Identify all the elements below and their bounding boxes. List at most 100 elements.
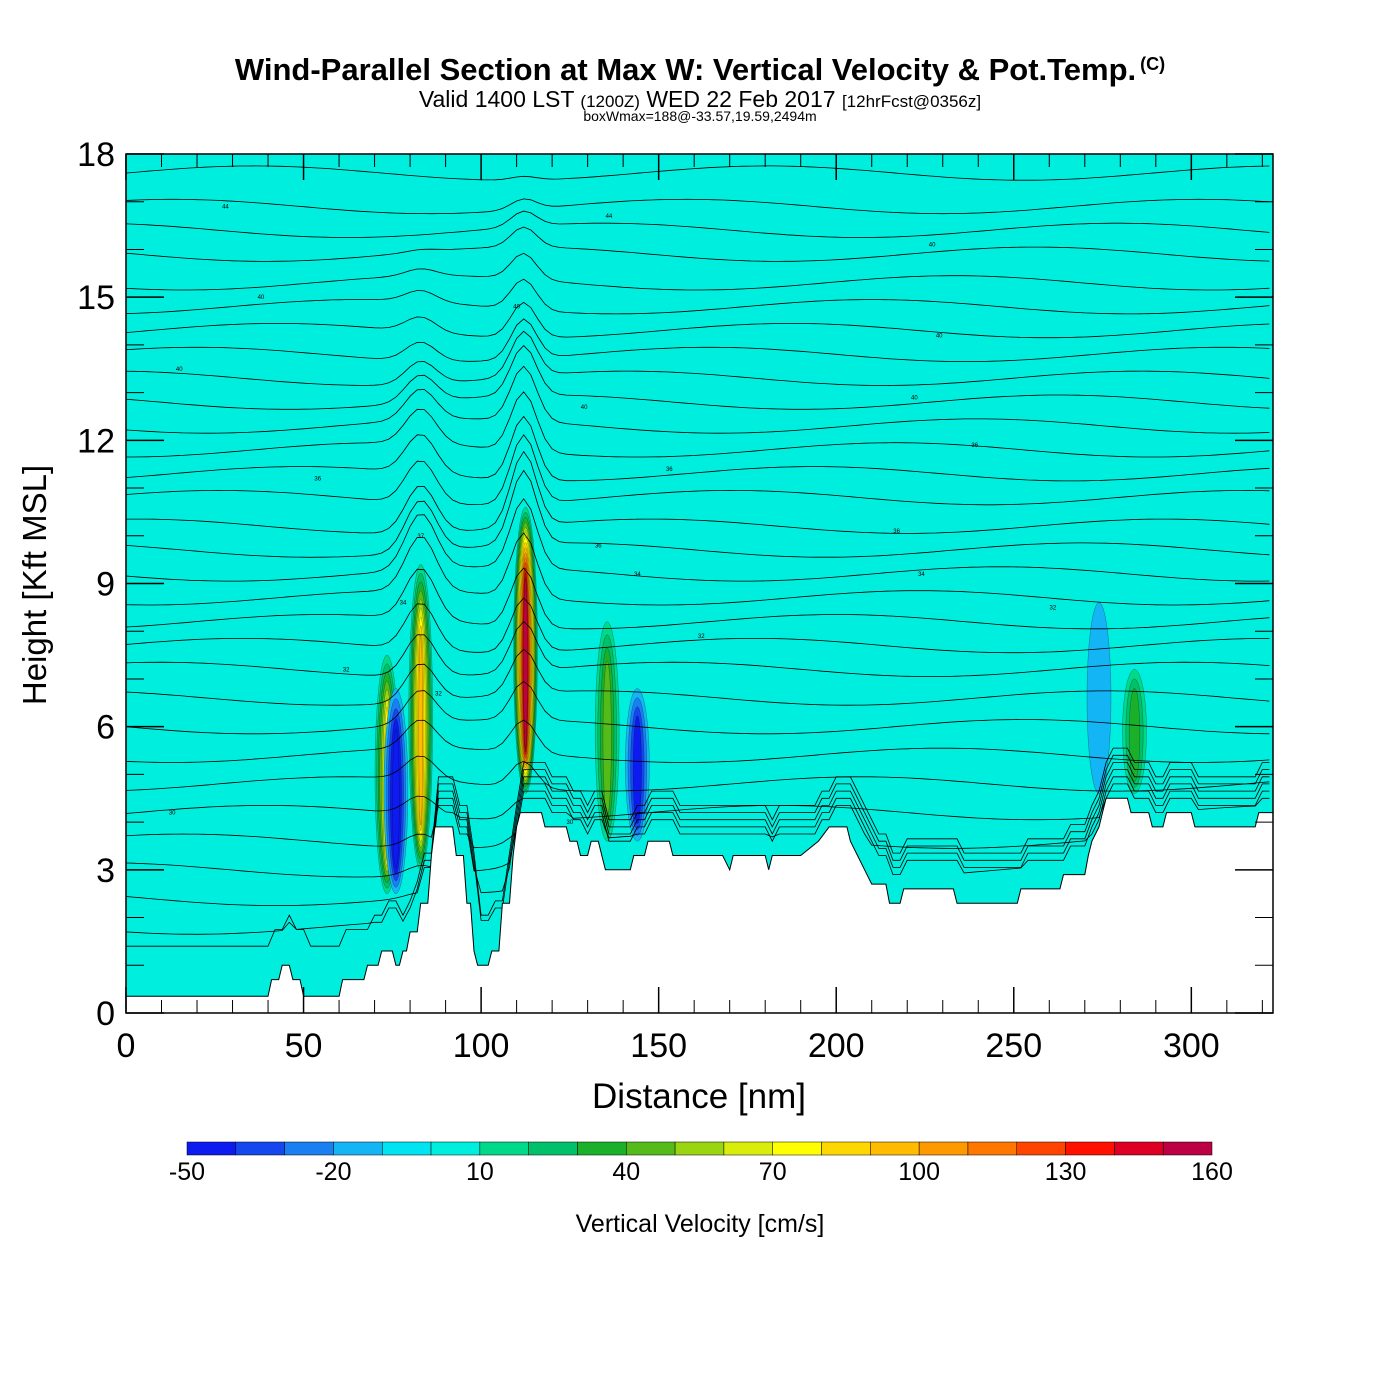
x-tick-label: 150 (630, 1027, 687, 1065)
contour-label: 30 (169, 811, 176, 817)
valid-time: Valid 1400 LST (418, 86, 575, 112)
downdraft-band (632, 715, 642, 824)
contour-label: 40 (929, 243, 936, 249)
contour-label: 34 (634, 572, 641, 578)
colorbar-label: Vertical Velocity [cm/s] (576, 1210, 825, 1238)
theta-contour-line (126, 252, 1270, 291)
terrain (126, 797, 1273, 1013)
theta-contour-line (126, 621, 1270, 678)
colorbar-tick-label: 160 (1191, 1158, 1233, 1186)
theta-contour-line (126, 762, 1270, 906)
contour-label: 36 (314, 477, 321, 483)
colorbar-swatch (772, 1141, 822, 1156)
valid-date: WED 22 Feb 2017 (646, 86, 836, 112)
contour-label: 32 (1049, 605, 1056, 611)
x-tick-label: 100 (453, 1027, 510, 1065)
y-tick-label: 9 (96, 566, 115, 604)
contour-label: 40 (581, 405, 588, 411)
colorbar-swatch (284, 1141, 334, 1156)
theta-contour-line (126, 754, 1270, 935)
theta-contour-line (126, 330, 1270, 386)
y-tick-label: 3 (96, 852, 115, 890)
colorbar-swatch (333, 1141, 383, 1156)
theta-contour-line (126, 680, 1270, 735)
colorbar-swatch (479, 1141, 529, 1156)
colorbar-tick-label: -50 (169, 1158, 205, 1186)
y-axis-label: Height [Kft MSL] (16, 465, 53, 705)
colorbar-swatch (381, 1141, 432, 1156)
colorbar-swatch (723, 1141, 773, 1156)
theta-contour-line (126, 648, 1270, 706)
chart-title-text: Wind-Parallel Section at Max W: Vertical… (234, 52, 1137, 87)
theta-contour-line (126, 567, 1270, 630)
contour-label: 40 (911, 395, 918, 401)
y-tick-label: 15 (77, 279, 115, 317)
colorbar-swatch (821, 1141, 871, 1156)
colorbar-tick-label: -20 (315, 1158, 351, 1186)
contour-label: 40 (513, 305, 520, 311)
downdraft-band (1086, 602, 1112, 794)
contour-label: 34 (918, 572, 925, 578)
theta-contour-line (126, 210, 1270, 238)
contour-label: 40 (936, 333, 943, 339)
colorbar-tick-label: 10 (466, 1158, 494, 1186)
theta-contour-line (126, 198, 1270, 215)
box-wmax-info: boxWmax=188@-33.57,19.59,2494m (583, 108, 817, 124)
colorbar-swatch (626, 1141, 676, 1156)
colorbar-swatch (918, 1141, 969, 1156)
y-tick-label: 18 (77, 136, 115, 174)
theta-contour-line (126, 165, 1270, 181)
colorbar-tick-label: 100 (898, 1158, 940, 1186)
x-tick-label: 250 (985, 1027, 1042, 1065)
y-tick-label: 12 (77, 422, 115, 460)
colorbar-swatch (186, 1141, 237, 1156)
theta-contour-line (126, 391, 1270, 458)
forecast-info: [12hrFcst@0356z] (841, 92, 982, 111)
contour-label: 36 (893, 529, 900, 535)
theta-contour-line (126, 747, 1270, 947)
contour-label: 34 (400, 601, 407, 607)
chart-title: Wind-Parallel Section at Max W: Vertical… (0, 52, 1400, 88)
theta-contour-line (126, 532, 1270, 606)
contour-label: 36 (595, 543, 602, 549)
contour-label: 32 (698, 634, 705, 640)
updraft-band (523, 577, 528, 749)
theta-contour-line (126, 469, 1270, 558)
theta-contour-line (126, 776, 1270, 849)
contour-label: 32 (435, 691, 442, 697)
colorbar-swatch (528, 1141, 578, 1156)
theta-contours (126, 165, 1270, 947)
theta-contour-line (126, 415, 1270, 482)
contour-label: 40 (258, 295, 265, 301)
theta-contour-line (126, 301, 1270, 339)
colorbar-tick-label: 40 (612, 1158, 640, 1186)
colorbar-swatch (870, 1141, 920, 1156)
theta-contour-line (126, 719, 1270, 763)
chart-subtitle: Valid 1400 LST (1200Z) WED 22 Feb 2017 [… (0, 86, 1400, 113)
theta-contour-line (126, 365, 1270, 434)
colorbar-swatch (1016, 1141, 1066, 1156)
x-tick-label: 200 (808, 1027, 865, 1065)
x-axis-label: Distance [nm] (592, 1077, 806, 1116)
x-tick-label: 50 (285, 1027, 323, 1065)
theta-contour-line (126, 278, 1270, 315)
theta-contour-line (126, 450, 1270, 534)
colorbar-swatch (674, 1141, 725, 1156)
downdraft-band (392, 728, 400, 869)
theta-contour-line (126, 318, 1270, 362)
theta-contour-line (126, 783, 1270, 821)
contour-label: 32 (343, 667, 350, 673)
x-tick-label: 0 (117, 1027, 136, 1065)
contour-label: 40 (176, 367, 183, 373)
colorbar-swatch (1065, 1141, 1115, 1156)
contour-label: 30 (567, 820, 574, 826)
colorbar-swatch (235, 1141, 285, 1156)
theta-contour-line (126, 597, 1270, 654)
terrain-fill (126, 797, 1273, 1013)
colorbar-swatch (967, 1141, 1018, 1156)
colorbar-tick-label: 130 (1045, 1158, 1087, 1186)
colorbar-swatch (1114, 1141, 1164, 1156)
theta-contour-line (126, 769, 1270, 878)
